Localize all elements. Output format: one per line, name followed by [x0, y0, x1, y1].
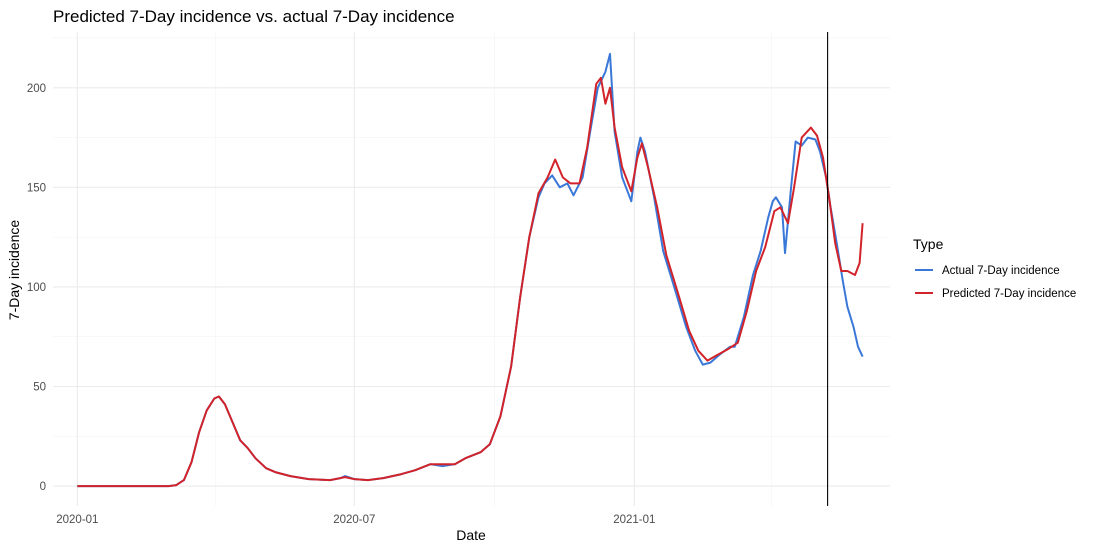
legend: Type Actual 7-Day incidence Predicted 7-D… [913, 236, 1076, 300]
x-tick-label: 2020-07 [333, 514, 375, 526]
grid-lines [53, 32, 890, 506]
x-axis-ticks: 2020-01 2020-07 2021-01 [56, 514, 655, 526]
legend-label-2: Predicted 7-Day incidence [942, 288, 1076, 300]
actual-incidence-line [77, 52, 864, 488]
y-axis-title: 7-Day incidence [6, 220, 22, 321]
y-tick-label: 200 [27, 83, 46, 95]
y-tick-label: 0 [40, 481, 46, 493]
y-tick-label: 150 [27, 182, 46, 194]
y-tick-label: 100 [27, 282, 46, 294]
chart-title: Predicted 7-Day incidence vs. actual 7-D… [53, 7, 455, 26]
y-tick-label: 50 [33, 382, 46, 394]
y-axis-ticks: 0 50 100 150 200 [27, 83, 46, 493]
legend-label-1: Actual 7-Day incidence [942, 265, 1060, 277]
predicted-incidence-line [77, 76, 864, 488]
x-tick-label: 2021-01 [613, 514, 655, 526]
x-tick-label: 2020-01 [56, 514, 98, 526]
series-lines [77, 52, 864, 488]
legend-title: Type [913, 236, 944, 252]
x-axis-title: Date [456, 527, 486, 543]
